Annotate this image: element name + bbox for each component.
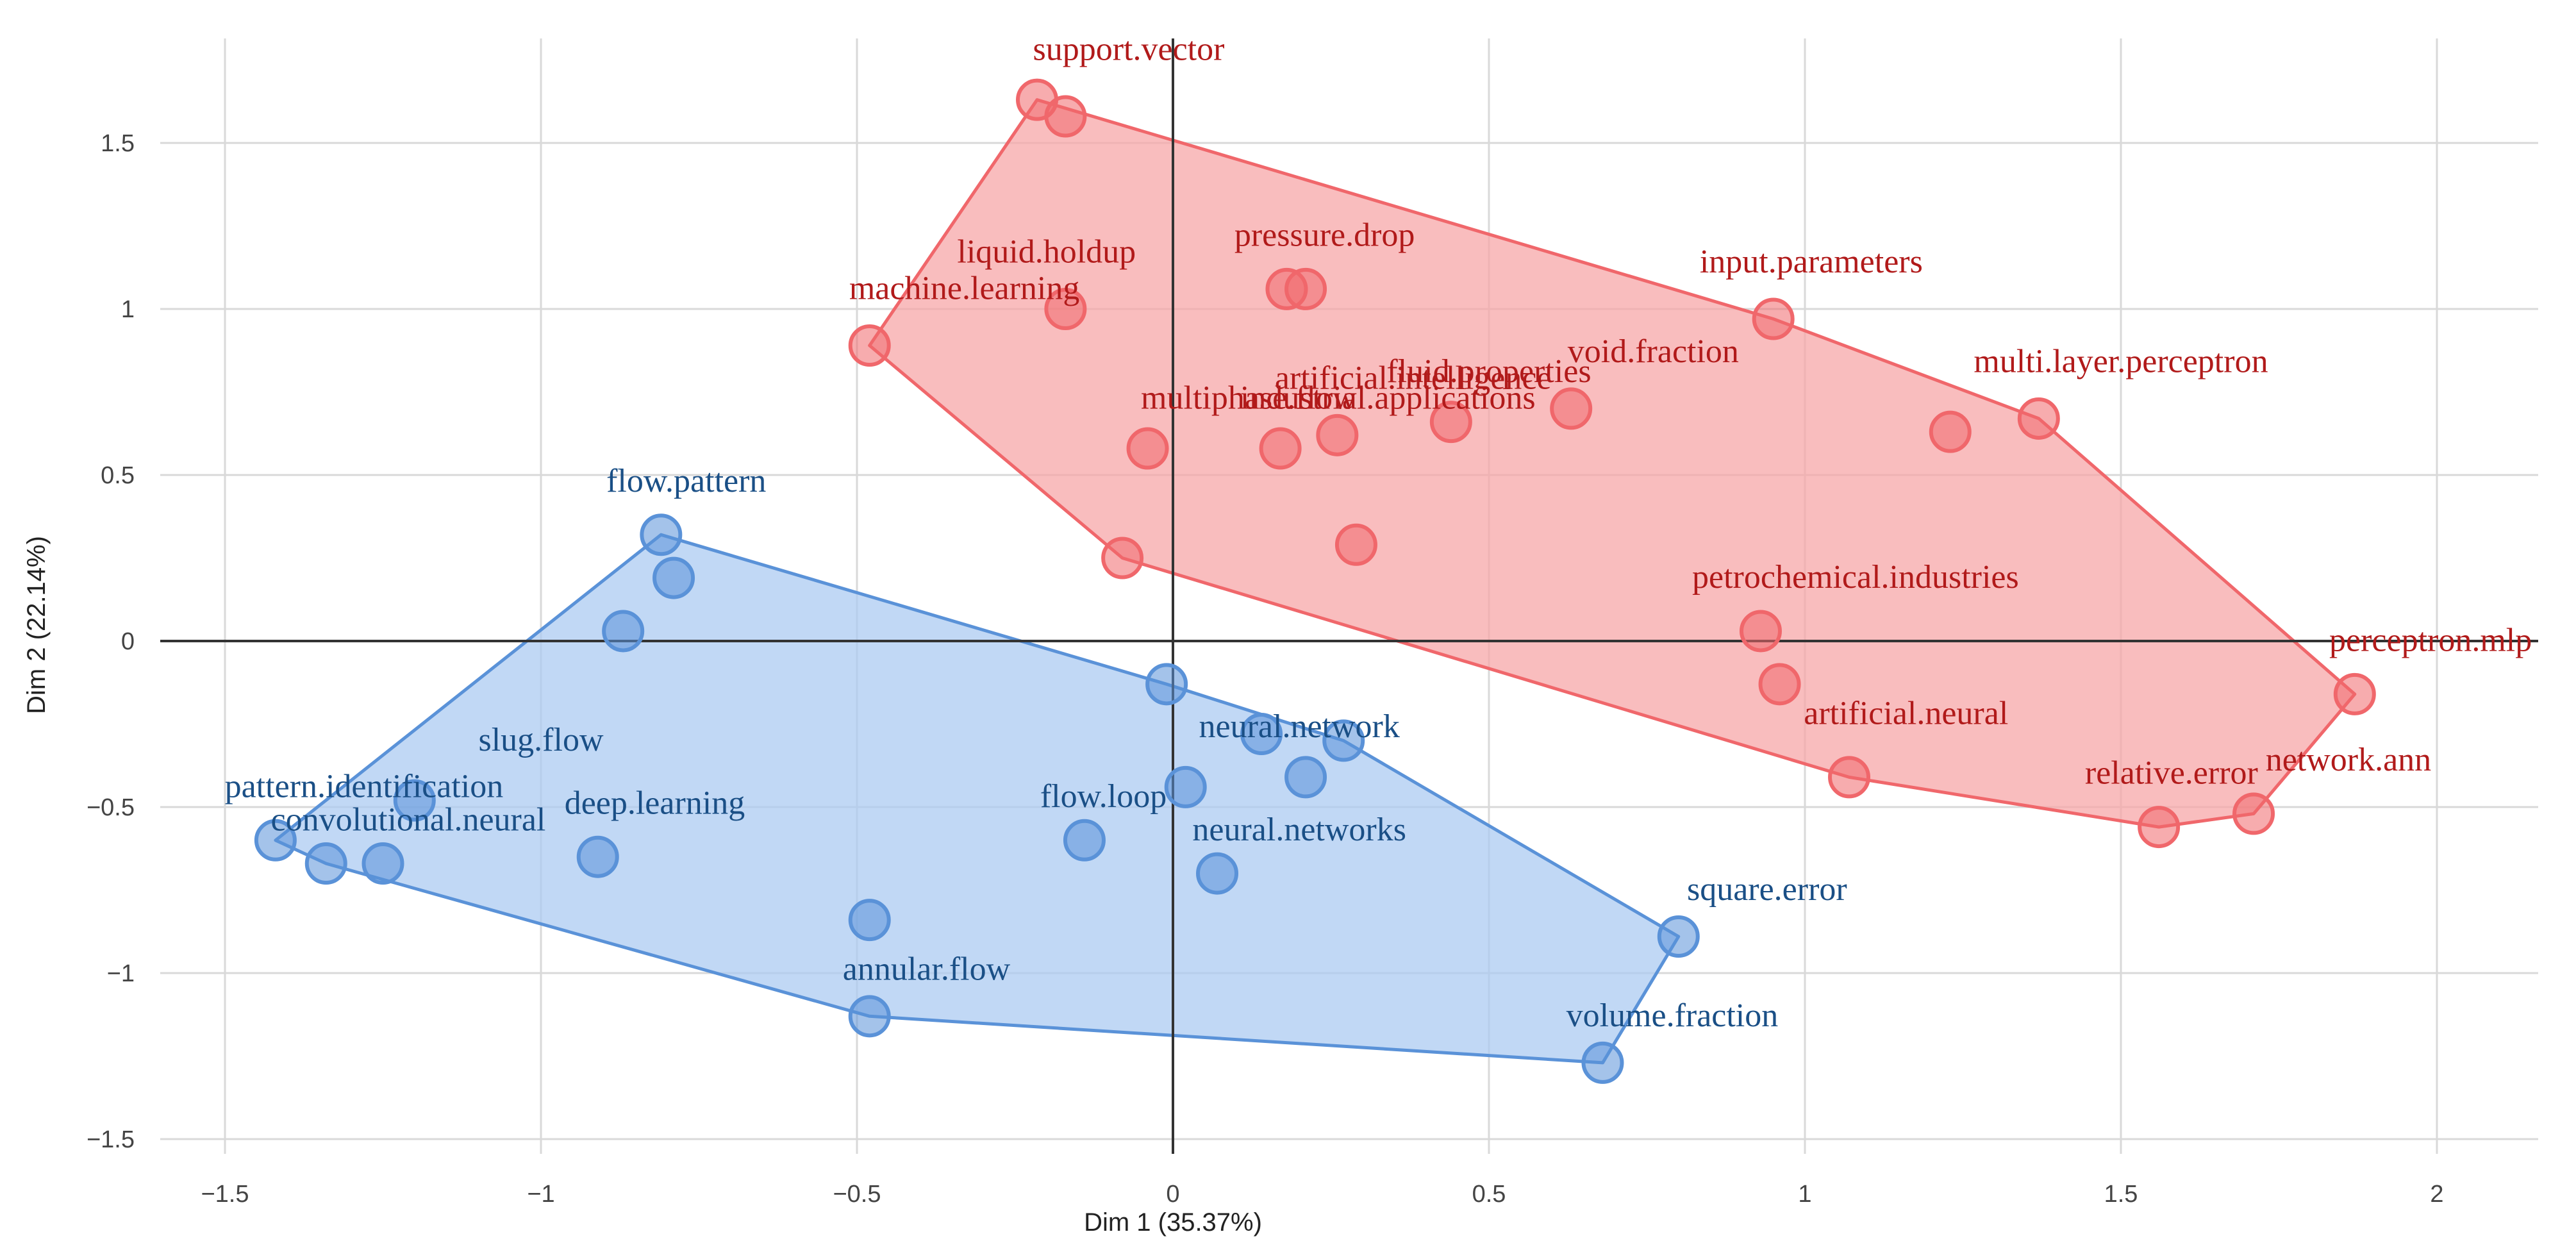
x-tick-label: 0 xyxy=(1166,1181,1179,1208)
point-flow-loop xyxy=(1164,765,1207,808)
point-square-error xyxy=(1657,915,1700,958)
point-red xyxy=(1828,756,1871,799)
label-convolutional-neural: convolutional.neural xyxy=(271,801,546,838)
label-input-parameters: input.parameters xyxy=(1700,244,1923,280)
y-tick-label: 0 xyxy=(121,628,135,655)
label-multiphase-flow: multiphase.flow xyxy=(1141,379,1357,416)
point-perceptron-mlp xyxy=(2333,672,2376,715)
label-industrial-applications: industrial.applications xyxy=(1240,379,1536,416)
point-red xyxy=(1284,267,1327,310)
point-pattern-identification xyxy=(254,819,297,862)
label-deep-learning: deep.learning xyxy=(565,785,745,821)
point-machine-learning xyxy=(848,324,891,367)
label-petrochemical-industries: petrochemical.industries xyxy=(1692,559,2019,596)
point-blue xyxy=(1063,819,1106,862)
x-tick-label: 0.5 xyxy=(1472,1181,1506,1208)
point-neural-networks xyxy=(1196,852,1239,895)
point-convolutional-neural xyxy=(304,842,347,885)
label-slug-flow: slug.flow xyxy=(479,722,604,758)
point-blue xyxy=(602,610,645,653)
label-pattern-identification: pattern.identification xyxy=(225,768,504,804)
y-axis-title: Dim 2 (22.14%) xyxy=(22,536,51,714)
y-tick-label: 1.5 xyxy=(101,130,135,157)
point-void-fraction xyxy=(1550,387,1593,430)
x-axis-title: Dim 1 (35.37%) xyxy=(1084,1208,1262,1237)
point-deep-learning xyxy=(576,835,619,878)
label-artificial-neural: artificial.neural xyxy=(1804,696,2008,732)
point-blue xyxy=(361,842,404,885)
label-flow-pattern: flow.pattern xyxy=(606,463,766,499)
y-tick-label: 0.5 xyxy=(101,462,135,489)
x-tick-label: 2 xyxy=(2430,1181,2443,1208)
label-perceptron-mlp: perceptron.mlp xyxy=(2329,622,2532,659)
label-relative-error: relative.error xyxy=(2085,755,2258,792)
point-multi-layer-perceptron xyxy=(2017,397,2060,440)
point-artificial-intelligence xyxy=(1259,427,1302,470)
point-layer xyxy=(254,78,2376,1084)
point-liquid-holdup xyxy=(1044,288,1087,330)
point-red xyxy=(1334,523,1377,566)
point-blue xyxy=(1322,719,1365,762)
x-tick-label: −1 xyxy=(527,1181,554,1208)
label-fluid-properties: fluid.properties xyxy=(1386,353,1591,390)
x-tick-label: 1 xyxy=(1798,1181,1811,1208)
point-red xyxy=(1044,95,1087,138)
label-square-error: square.error xyxy=(1687,871,1847,908)
point-relative-error xyxy=(2138,806,2181,849)
label-void-fraction: void.fraction xyxy=(1568,333,1739,370)
point-petrochemical-industries xyxy=(1739,610,1782,653)
point-industrial-applications xyxy=(1429,401,1472,444)
x-tick-label: 1.5 xyxy=(2104,1181,2138,1208)
point-red xyxy=(1101,537,1144,579)
point-input-parameters xyxy=(1752,297,1795,340)
label-artificial-intelligence: artificial.intelligence xyxy=(1275,360,1552,396)
point-artificial-neural xyxy=(1758,663,1801,706)
label-neural-networks: neural.networks xyxy=(1192,812,1406,848)
point-volume-fraction xyxy=(1581,1041,1624,1084)
cluster-hull-red xyxy=(868,98,2357,829)
label-machine-learning: machine.learning xyxy=(849,270,1080,306)
label-volume-fraction: volume.fraction xyxy=(1566,997,1779,1034)
y-tick-label: −1 xyxy=(107,960,135,987)
axis-layer xyxy=(160,38,2538,1154)
tick-layer: −1.5 −1 −0.5 0 0.5 1 1.5 2 −1.5 −1 −0.5 0 0.5 1 1.5 xyxy=(87,130,2444,1208)
label-network-ann: network.ann xyxy=(2266,742,2431,778)
label-pressure-drop: pressure.drop xyxy=(1234,217,1415,254)
point-blue xyxy=(1284,756,1327,799)
point-blue xyxy=(652,556,695,599)
point-blue xyxy=(1145,663,1188,706)
label-multi-layer-perceptron: multi.layer.perceptron xyxy=(1974,343,2268,379)
point-slug-flow xyxy=(393,779,436,822)
x-tick-label: −1.5 xyxy=(201,1181,249,1208)
point-flow-pattern xyxy=(640,513,683,556)
label-layer: support.vector liquid.holdup pressure.drop… xyxy=(225,31,2532,1034)
x-tick-label: −0.5 xyxy=(833,1181,881,1208)
y-tick-label: −1.5 xyxy=(87,1126,135,1153)
point-neural-network xyxy=(1240,713,1283,756)
point-network-ann xyxy=(2232,792,2275,835)
point-red xyxy=(1929,410,1972,453)
point-blue xyxy=(848,899,891,942)
hull-layer xyxy=(274,98,2357,1065)
label-liquid-holdup: liquid.holdup xyxy=(957,233,1136,270)
point-multiphase-flow xyxy=(1126,427,1169,470)
y-tick-label: −0.5 xyxy=(87,794,135,821)
label-neural-network: neural.network xyxy=(1199,708,1400,745)
y-tick-label: 1 xyxy=(121,296,135,323)
label-annular-flow: annular.flow xyxy=(843,951,1011,987)
point-fluid-properties xyxy=(1316,413,1359,456)
label-flow-loop: flow.loop xyxy=(1040,778,1167,815)
label-support-vector: support.vector xyxy=(1033,31,1225,68)
point-annular-flow xyxy=(848,995,891,1038)
